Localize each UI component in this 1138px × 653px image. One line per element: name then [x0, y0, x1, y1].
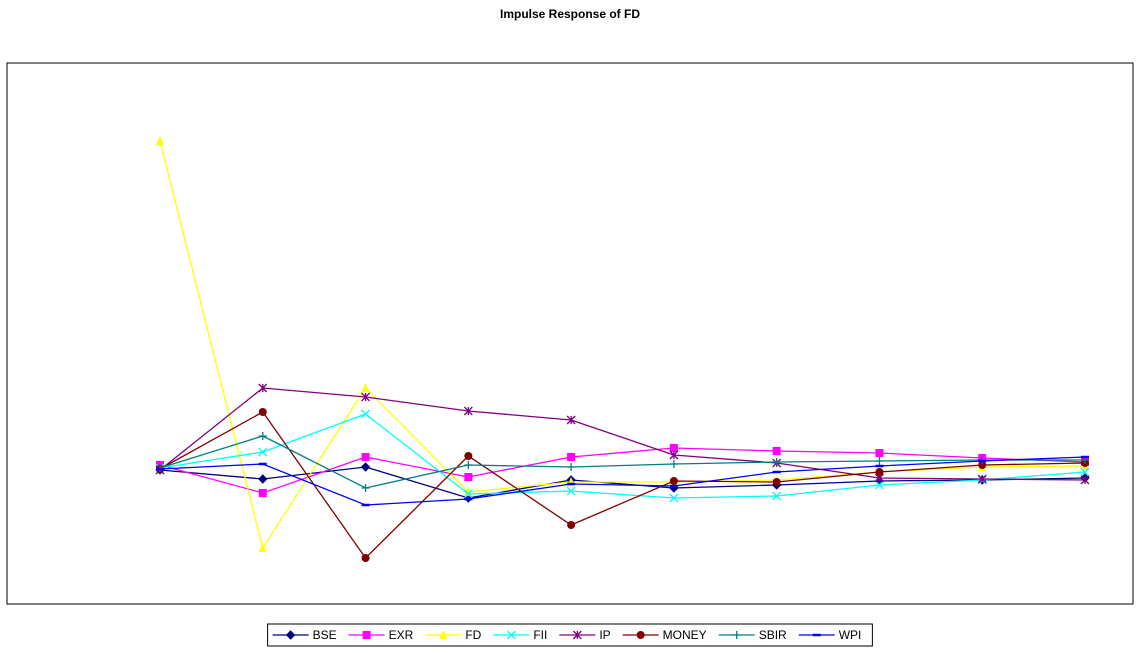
plot-frame	[6, 62, 1134, 605]
legend-label: FII	[533, 628, 547, 642]
marker	[361, 392, 371, 402]
series-line	[159, 456, 1086, 506]
legend-item: EXR	[348, 628, 414, 642]
series-line	[159, 140, 1086, 550]
marker	[669, 450, 679, 460]
marker	[285, 630, 296, 640]
legend-label: IP	[599, 628, 610, 642]
marker	[772, 458, 781, 466]
marker	[156, 136, 164, 145]
marker	[978, 461, 987, 469]
marker	[258, 543, 267, 552]
marker	[464, 461, 473, 469]
legend-label: MONEY	[663, 628, 707, 642]
marker	[361, 484, 370, 492]
legend-item: MONEY	[622, 628, 707, 642]
marker	[258, 408, 267, 416]
legend-item: BSE	[272, 628, 337, 642]
marker	[772, 491, 782, 501]
marker	[258, 447, 268, 457]
marker	[669, 477, 678, 485]
marker	[772, 478, 781, 486]
marker	[566, 486, 576, 496]
marker	[567, 463, 576, 471]
series-line	[159, 447, 1086, 494]
marker	[669, 444, 678, 452]
marker	[258, 489, 267, 497]
marker	[463, 406, 473, 416]
marker	[463, 489, 473, 499]
marker	[258, 432, 267, 440]
legend-label: FD	[465, 628, 481, 642]
marker	[362, 631, 371, 639]
marker	[566, 415, 576, 425]
marker	[464, 473, 473, 481]
marker	[732, 631, 741, 639]
marker	[361, 383, 370, 392]
legend-label: WPI	[839, 628, 862, 642]
marker	[1080, 467, 1090, 477]
marker	[361, 554, 370, 562]
legend-item: IP	[559, 628, 611, 642]
series-line	[159, 387, 1086, 481]
legend-item: FII	[493, 628, 547, 642]
marker	[572, 630, 582, 640]
legend-label: EXR	[389, 628, 414, 642]
series-line	[159, 466, 1086, 499]
legend-label: SBIR	[759, 628, 787, 642]
marker	[1080, 475, 1090, 485]
chart-title: Impulse Response of FD	[500, 7, 640, 21]
marker	[258, 383, 268, 393]
marker	[439, 630, 448, 639]
marker	[875, 468, 884, 476]
marker	[464, 452, 473, 460]
marker	[567, 521, 576, 529]
legend: BSE EXR FD FII IP MONEY SBIR WPI	[267, 623, 873, 647]
marker	[636, 631, 645, 639]
series-line	[159, 413, 1086, 499]
legend-item: SBIR	[718, 628, 787, 642]
marker	[258, 474, 268, 484]
marker	[669, 460, 678, 468]
marker	[977, 474, 987, 484]
legend-item: FD	[425, 628, 482, 642]
marker	[567, 453, 576, 461]
marker	[875, 457, 884, 465]
marker	[874, 480, 884, 490]
legend-item: WPI	[798, 628, 862, 642]
legend-label: BSE	[313, 628, 337, 642]
marker	[361, 409, 371, 419]
marker	[772, 447, 781, 455]
marker	[875, 449, 884, 457]
marker	[506, 630, 516, 640]
series-line	[159, 435, 1085, 489]
marker	[669, 493, 679, 503]
marker	[360, 462, 371, 472]
marker	[361, 453, 370, 461]
